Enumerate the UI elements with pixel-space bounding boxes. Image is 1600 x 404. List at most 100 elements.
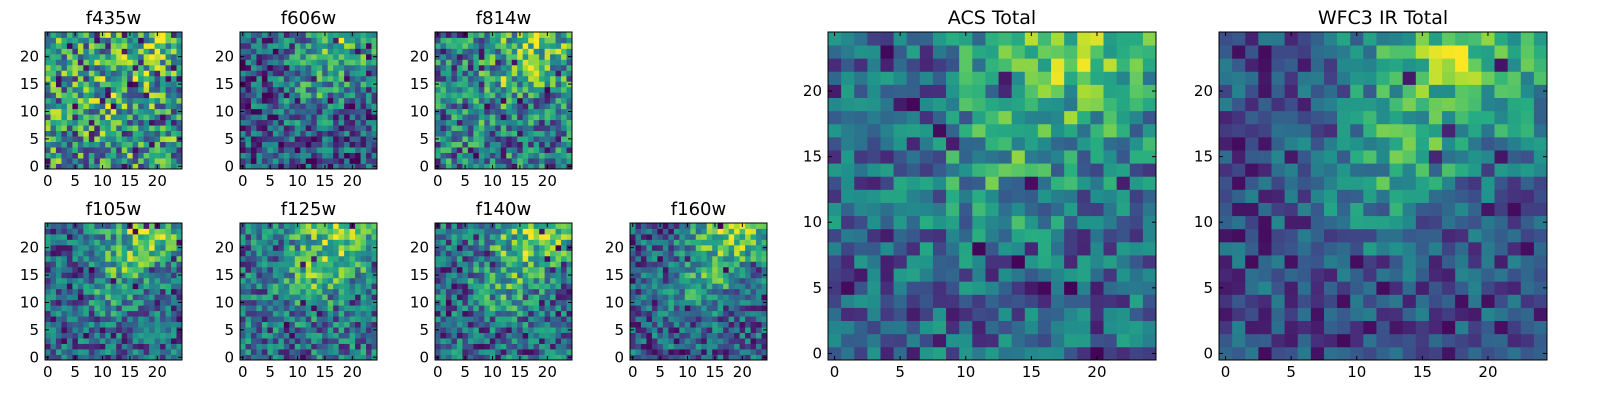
heatmap-cell [718, 338, 724, 344]
heatmap-cell [61, 344, 67, 350]
heatmap-cell [435, 70, 441, 76]
heatmap-cell [306, 322, 312, 328]
heatmap-cell [295, 333, 301, 339]
heatmap-cell [534, 153, 540, 159]
heatmap-cell [355, 131, 361, 137]
heatmap-cell [361, 349, 367, 355]
heatmap-cell [322, 59, 328, 65]
heatmap-cell [517, 65, 523, 71]
heatmap-cell [473, 272, 479, 278]
heatmap-cell [512, 261, 518, 267]
heatmap-cell [679, 333, 685, 339]
heatmap-cell [171, 136, 177, 142]
heatmap-cell [94, 311, 100, 317]
heatmap-cell [462, 283, 468, 289]
y-tick-label: 15 [215, 75, 234, 93]
heatmap-cell [712, 327, 718, 333]
heatmap-cell [116, 267, 122, 273]
heatmap-cell [446, 289, 452, 295]
heatmap-cell [528, 228, 534, 234]
heatmap-cell [111, 92, 117, 98]
heatmap-cell [512, 147, 518, 153]
heatmap-cell [350, 109, 356, 115]
heatmap-cell [160, 98, 166, 104]
heatmap-cell [89, 245, 95, 251]
heatmap-cell [880, 268, 894, 282]
y-tick-label: 20 [215, 239, 234, 257]
heatmap-cell [251, 120, 257, 126]
heatmap-cell [50, 256, 56, 262]
heatmap-cell [707, 239, 713, 245]
heatmap-cell [328, 278, 334, 284]
heatmap-cell [171, 65, 177, 71]
heatmap-cell [144, 92, 150, 98]
heatmap-cell [116, 261, 122, 267]
heatmap-cell [72, 322, 78, 328]
heatmap-cell [116, 114, 122, 120]
heatmap-cell [745, 311, 751, 317]
heatmap-cell [545, 81, 551, 87]
heatmap-cell [646, 272, 652, 278]
heatmap-cell [501, 305, 507, 311]
heatmap-cell [89, 311, 95, 317]
heatmap-cell [545, 305, 551, 311]
heatmap-cell [462, 344, 468, 350]
heatmap-cell [490, 338, 496, 344]
heatmap-cell [105, 98, 111, 104]
heatmap-cell [690, 267, 696, 273]
heatmap-cell [440, 278, 446, 284]
heatmap-cell [149, 245, 155, 251]
heatmap-cell [495, 147, 501, 153]
heatmap-cell [512, 109, 518, 115]
heatmap-cell [83, 76, 89, 82]
heatmap-cell [149, 322, 155, 328]
heatmap-cell [550, 278, 556, 284]
heatmap-cell [528, 81, 534, 87]
heatmap-cell [72, 158, 78, 164]
heatmap-cell [473, 43, 479, 49]
heatmap-cell [556, 92, 562, 98]
heatmap-cell [273, 32, 279, 38]
heatmap-cell [561, 147, 567, 153]
heatmap-cell [1012, 321, 1026, 335]
heatmap-cell [679, 228, 685, 234]
heatmap-cell [333, 316, 339, 322]
heatmap-cell [138, 70, 144, 76]
heatmap-cell [149, 125, 155, 131]
heatmap-cell [355, 54, 361, 60]
heatmap-cell [468, 87, 474, 93]
heatmap-cell [89, 278, 95, 284]
heatmap-cell [61, 228, 67, 234]
heatmap-cell [245, 223, 251, 229]
heatmap-cell [468, 272, 474, 278]
heatmap-cell [306, 54, 312, 60]
heatmap-cell [707, 305, 713, 311]
heatmap-cell [668, 261, 674, 267]
heatmap-cell [539, 239, 545, 245]
heatmap-cell [1038, 203, 1052, 217]
heatmap-cell [933, 176, 947, 190]
heatmap-cell [105, 228, 111, 234]
heatmap-cell [751, 250, 757, 256]
heatmap-cell [641, 256, 647, 262]
heatmap-cell [635, 300, 641, 306]
heatmap-cell [512, 142, 518, 148]
heatmap-cell [100, 228, 106, 234]
heatmap-cell [116, 272, 122, 278]
heatmap-cell [245, 48, 251, 54]
heatmap-cell [45, 98, 51, 104]
heatmap-cell [245, 300, 251, 306]
heatmap-cell [740, 294, 746, 300]
heatmap-cell [344, 272, 350, 278]
heatmap-cell [366, 131, 372, 137]
heatmap-cell [641, 223, 647, 229]
heatmap-cell [561, 81, 567, 87]
heatmap-cell [256, 120, 262, 126]
heatmap-cell [696, 239, 702, 245]
heatmap-cell [1117, 229, 1131, 243]
heatmap-cell [361, 250, 367, 256]
heatmap-cell [61, 43, 67, 49]
heatmap-cell [245, 136, 251, 142]
heatmap-cell [435, 294, 441, 300]
heatmap-cell [1104, 334, 1118, 348]
